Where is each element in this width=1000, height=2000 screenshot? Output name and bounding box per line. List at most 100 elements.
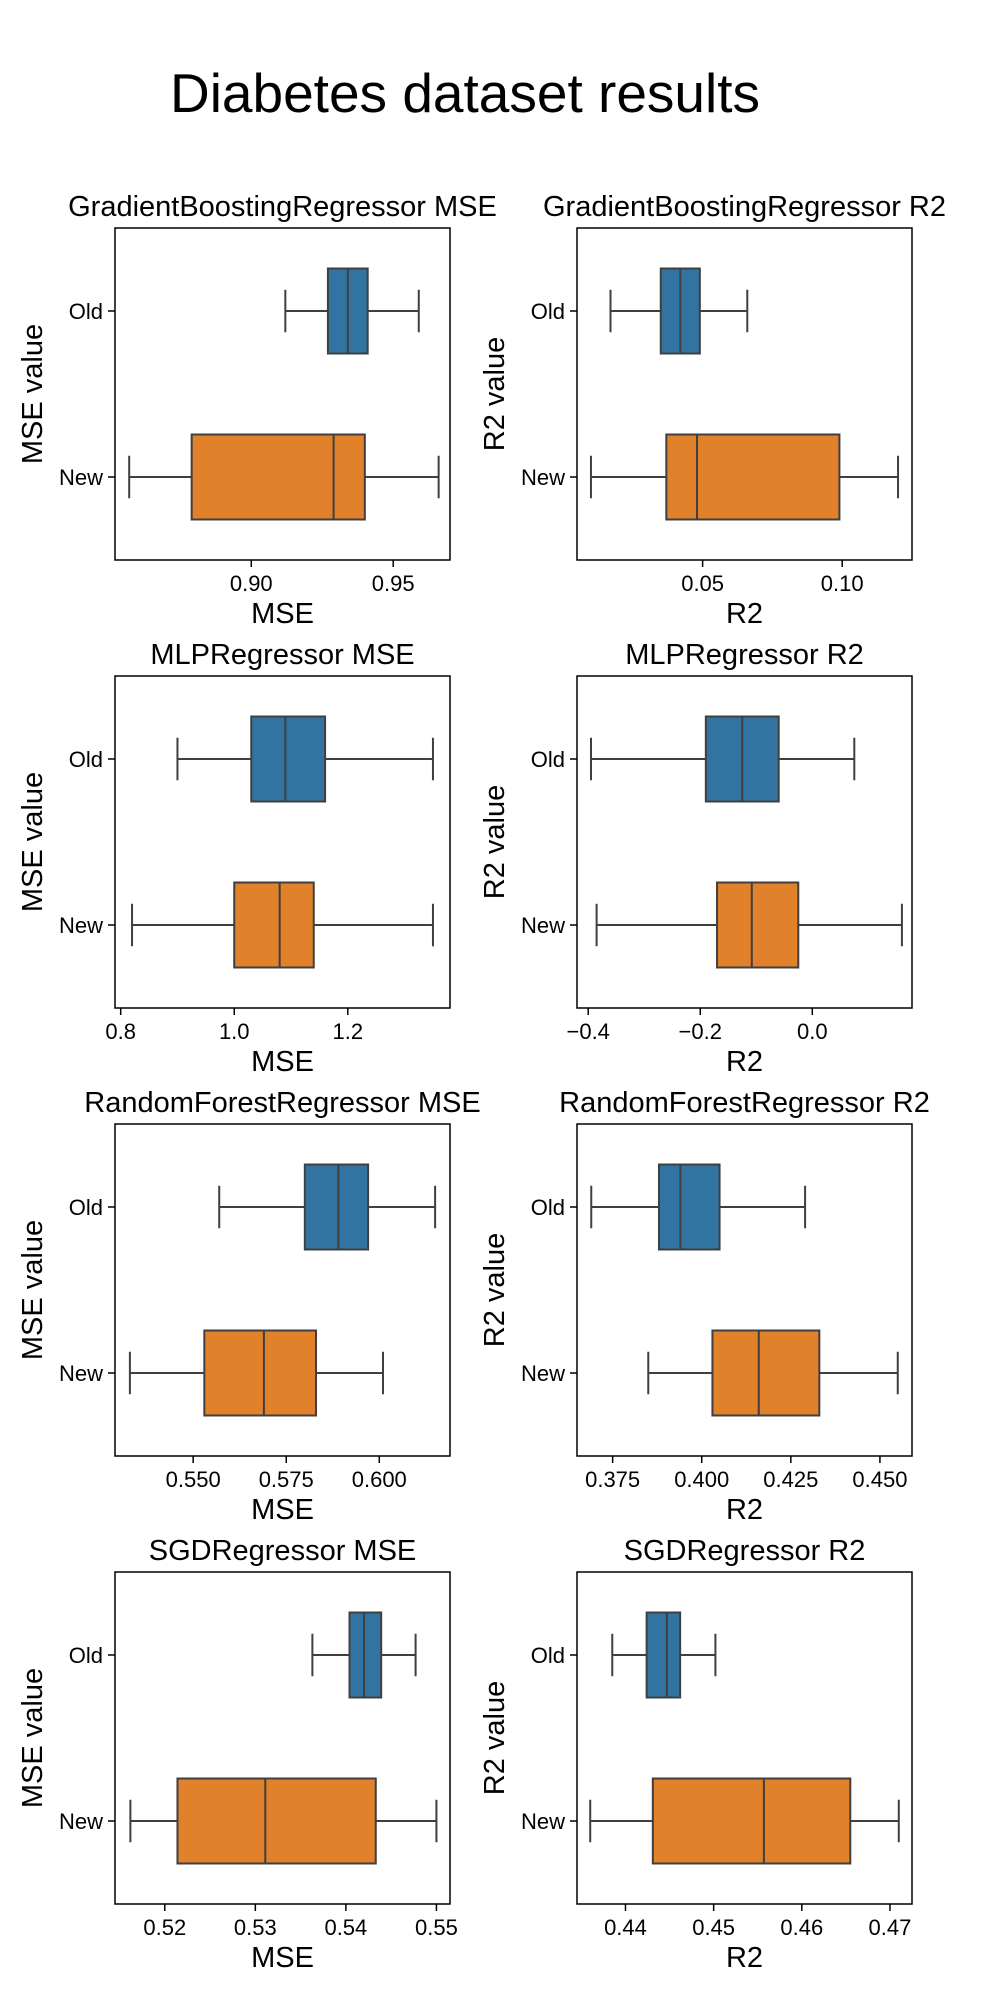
axes-frame [576,675,913,1009]
y-axis-label: R2 value [479,337,511,451]
figure-title: Diabetes dataset results [170,62,760,124]
x-tick-label: 0.47 [869,1915,912,1940]
y-tick-label: Old [531,1643,565,1668]
box-old [176,715,434,803]
y-axis-label: MSE value [17,1220,49,1360]
x-tick-label: 0.54 [324,1915,367,1940]
y-tick-label: New [521,1361,565,1386]
x-tick-label: 0.55 [415,1915,458,1940]
axes-frame [576,1571,913,1905]
y-tick-label: Old [69,1195,103,1220]
iqr-box [176,1777,377,1865]
y-tick-label: New [59,1361,103,1386]
x-axis-label: MSE [251,598,314,630]
box-old [284,267,420,355]
box-old [590,715,856,803]
x-tick-label: 0.52 [143,1915,186,1940]
iqr-box [711,1329,821,1417]
iqr-box [250,715,327,803]
x-tick-label: −0.2 [679,1019,722,1044]
axes-frame [114,1123,451,1457]
x-tick-label: 0.46 [780,1915,823,1940]
axes-frame [114,675,451,1009]
y-axis-label: R2 value [479,1681,511,1795]
subplot-title: GradientBoostingRegressor R2 [543,191,946,223]
x-tick-label: 1.0 [219,1019,250,1044]
iqr-box [651,1777,852,1865]
box-old [311,1611,417,1699]
x-axis-label: R2 [726,598,763,630]
axes-frame [114,227,451,561]
iqr-box [203,1329,317,1417]
subplot-1: GradientBoostingRegressor MSE Old New 0.90 0… [17,191,497,630]
axes-frame [576,1123,913,1457]
subplot-title: GradientBoostingRegressor MSE [68,191,497,223]
x-tick-label: 0.90 [230,571,273,596]
y-tick-label: New [59,1809,103,1834]
iqr-box [348,1611,383,1699]
x-tick-label: 0.550 [166,1467,221,1492]
y-axis-label: R2 value [479,1233,511,1347]
subplot-title: SGDRegressor R2 [624,1535,866,1567]
x-axis-label: MSE [251,1942,314,1974]
box-new [647,1329,899,1417]
box-new [129,1777,438,1865]
y-axis-label: MSE value [17,1668,49,1808]
subplot-4: MLPRegressor R2 Old New −0.4 −0.2 0.0 R2 R2 val… [479,639,913,1078]
box-new [128,1329,384,1417]
box-old [611,1611,717,1699]
subplot-6: RandomForestRegressor R2 Old New 0.375 0.400… [479,1087,930,1526]
iqr-box [233,881,315,969]
x-tick-label: 0.0 [797,1019,828,1044]
x-tick-label: 0.400 [674,1467,729,1492]
y-tick-label: Old [69,747,103,772]
y-tick-label: Old [531,299,565,324]
subplot-title: MLPRegressor R2 [625,639,864,671]
x-tick-label: 0.45 [692,1915,735,1940]
x-tick-label: 0.44 [604,1915,647,1940]
y-tick-label: Old [69,299,103,324]
x-tick-label: 0.10 [821,571,864,596]
x-tick-label: 0.05 [681,571,724,596]
x-tick-label: 1.2 [332,1019,363,1044]
x-tick-label: 0.450 [852,1467,907,1492]
x-tick-label: −0.4 [566,1019,609,1044]
x-tick-label: 0.375 [585,1467,640,1492]
subplot-title: RandomForestRegressor MSE [84,1087,480,1119]
y-tick-label: New [521,465,565,490]
y-tick-label: Old [69,1643,103,1668]
box-new [128,433,440,521]
subplot-8: SGDRegressor R2 Old New 0.44 0.45 0.46 0.47 R2 R… [479,1535,913,1974]
x-tick-label: 0.95 [372,571,415,596]
y-axis-label: MSE value [17,324,49,464]
subplot-3: MLPRegressor MSE Old New 0.8 1.0 1.2 MSE MSE va… [17,639,451,1078]
x-axis-label: R2 [726,1494,763,1526]
x-tick-label: 0.575 [259,1467,314,1492]
x-tick-label: 0.8 [105,1019,136,1044]
y-axis-label: R2 value [479,785,511,899]
axes-frame [114,1571,451,1905]
y-tick-label: Old [531,1195,565,1220]
subplot-7: SGDRegressor MSE Old New 0.52 0.53 0.54 0.55 MS… [17,1535,458,1974]
subplot-5: RandomForestRegressor MSE Old New 0.550 0.57… [17,1087,481,1526]
box-old [590,1163,807,1251]
subplots-grid: GradientBoostingRegressor MSE Old New 0.90 0… [17,191,946,1974]
y-tick-label: New [59,465,103,490]
box-old [218,1163,437,1251]
y-tick-label: New [59,913,103,938]
y-tick-label: New [521,913,565,938]
subplot-title: SGDRegressor MSE [149,1535,417,1567]
x-axis-label: R2 [726,1046,763,1078]
box-new [131,881,434,969]
axes-frame [576,227,913,561]
x-axis-label: R2 [726,1942,763,1974]
subplot-title: MLPRegressor MSE [150,639,414,671]
box-new [589,1777,900,1865]
subplot-2: GradientBoostingRegressor R2 Old New 0.05 0.… [479,191,946,630]
box-old [609,267,749,355]
iqr-box [716,881,800,969]
x-axis-label: MSE [251,1046,314,1078]
x-axis-label: MSE [251,1494,314,1526]
y-tick-label: Old [531,747,565,772]
